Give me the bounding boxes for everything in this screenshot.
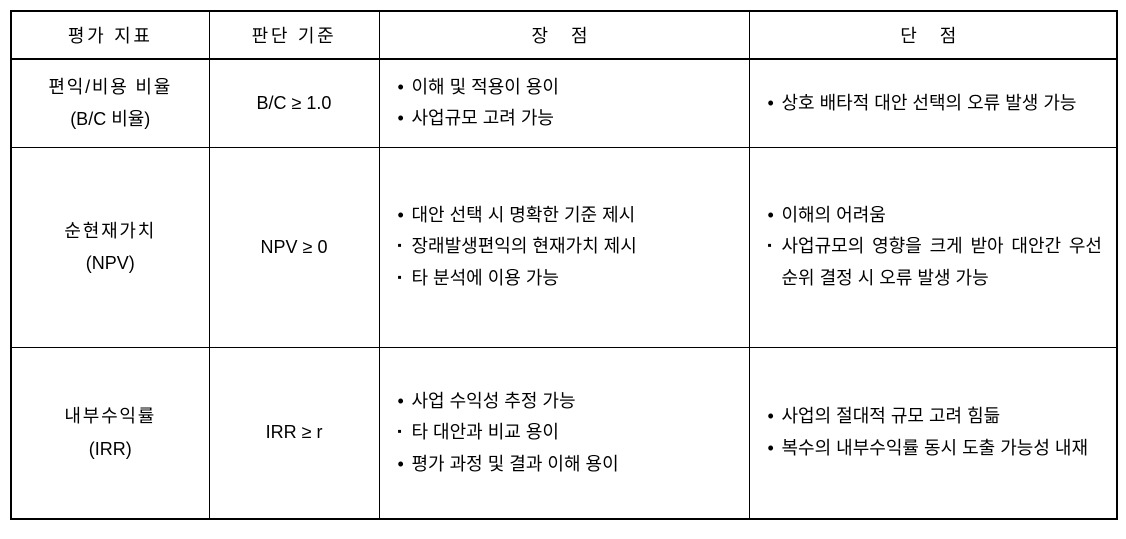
list-item: 평가 과정 및 결과 이해 용이 — [394, 449, 735, 481]
evaluation-metrics-table: 평가 지표 판단 기준 장 점 단 점 편익/비용 비율(B/C 비율)B/C … — [10, 10, 1118, 520]
metric-name: 편익/비용 비율 — [26, 71, 195, 103]
pros-list: 사업 수익성 추정 가능타 대안과 비교 용이평가 과정 및 결과 이해 용이 — [394, 386, 735, 481]
metric-abbrev: (IRR) — [26, 433, 195, 465]
list-item: 사업규모 고려 가능 — [394, 103, 735, 135]
list-item: 이해 및 적용이 용이 — [394, 72, 735, 104]
table-row: 편익/비용 비율(B/C 비율)B/C ≥ 1.0이해 및 적용이 용이사업규모… — [11, 59, 1117, 147]
table-header-row: 평가 지표 판단 기준 장 점 단 점 — [11, 11, 1117, 59]
list-item: 사업규모의 영향을 크게 받아 대안간 우선순위 결정 시 오류 발생 가능 — [764, 231, 1103, 294]
list-item: 상호 배타적 대안 선택의 오류 발생 가능 — [764, 88, 1103, 120]
table-row: 순현재가치(NPV)NPV ≥ 0대안 선택 시 명확한 기준 제시장래발생편익… — [11, 147, 1117, 347]
cons-cell: 이해의 어려움사업규모의 영향을 크게 받아 대안간 우선순위 결정 시 오류 … — [749, 147, 1117, 347]
metric-cell: 편익/비용 비율(B/C 비율) — [11, 59, 209, 147]
cons-cell: 상호 배타적 대안 선택의 오류 발생 가능 — [749, 59, 1117, 147]
list-item: 이해의 어려움 — [764, 200, 1103, 232]
metric-name: 내부수익률 — [26, 400, 195, 432]
metric-abbrev: (NPV) — [26, 247, 195, 279]
metric-abbrev: (B/C 비율) — [26, 103, 195, 135]
list-item: 타 대안과 비교 용이 — [394, 417, 735, 449]
list-item: 복수의 내부수익률 동시 도출 가능성 내재 — [764, 433, 1103, 465]
header-cons: 단 점 — [749, 11, 1117, 59]
list-item: 대안 선택 시 명확한 기준 제시 — [394, 200, 735, 232]
pros-list: 대안 선택 시 명확한 기준 제시장래발생편익의 현재가치 제시타 분석에 이용… — [394, 200, 735, 295]
cons-cell: 사업의 절대적 규모 고려 힘듦복수의 내부수익률 동시 도출 가능성 내재 — [749, 347, 1117, 519]
list-item: 사업 수익성 추정 가능 — [394, 386, 735, 418]
metric-cell: 내부수익률(IRR) — [11, 347, 209, 519]
metric-cell: 순현재가치(NPV) — [11, 147, 209, 347]
pros-cell: 사업 수익성 추정 가능타 대안과 비교 용이평가 과정 및 결과 이해 용이 — [379, 347, 749, 519]
header-metric: 평가 지표 — [11, 11, 209, 59]
list-item: 사업의 절대적 규모 고려 힘듦 — [764, 401, 1103, 433]
metric-name: 순현재가치 — [26, 215, 195, 247]
table-body: 편익/비용 비율(B/C 비율)B/C ≥ 1.0이해 및 적용이 용이사업규모… — [11, 59, 1117, 519]
pros-list: 이해 및 적용이 용이사업규모 고려 가능 — [394, 72, 735, 135]
cons-list: 사업의 절대적 규모 고려 힘듦복수의 내부수익률 동시 도출 가능성 내재 — [764, 401, 1103, 464]
header-criteria: 판단 기준 — [209, 11, 379, 59]
cons-list: 상호 배타적 대안 선택의 오류 발생 가능 — [764, 88, 1103, 120]
list-item: 장래발생편익의 현재가치 제시 — [394, 231, 735, 263]
header-pros: 장 점 — [379, 11, 749, 59]
pros-cell: 대안 선택 시 명확한 기준 제시장래발생편익의 현재가치 제시타 분석에 이용… — [379, 147, 749, 347]
criteria-cell: IRR ≥ r — [209, 347, 379, 519]
criteria-cell: B/C ≥ 1.0 — [209, 59, 379, 147]
criteria-cell: NPV ≥ 0 — [209, 147, 379, 347]
pros-cell: 이해 및 적용이 용이사업규모 고려 가능 — [379, 59, 749, 147]
list-item: 타 분석에 이용 가능 — [394, 263, 735, 295]
cons-list: 이해의 어려움사업규모의 영향을 크게 받아 대안간 우선순위 결정 시 오류 … — [764, 200, 1103, 295]
table-row: 내부수익률(IRR)IRR ≥ r사업 수익성 추정 가능타 대안과 비교 용이… — [11, 347, 1117, 519]
